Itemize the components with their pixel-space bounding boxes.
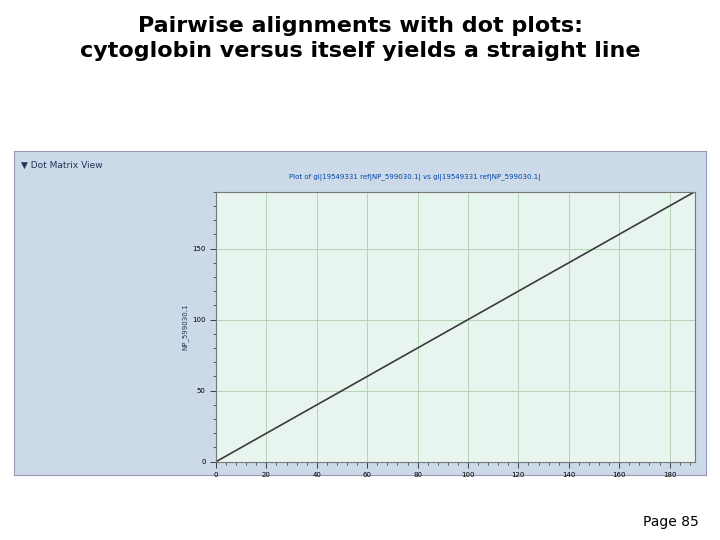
Y-axis label: NP_599030.1: NP_599030.1 xyxy=(181,303,188,350)
Text: Pairwise alignments with dot plots:
cytoglobin versus itself yields a straight l: Pairwise alignments with dot plots: cyto… xyxy=(80,16,640,61)
Text: Plot of gi|19549331 ref|NP_599030.1| vs gi|19549331 ref|NP_599030.1|: Plot of gi|19549331 ref|NP_599030.1| vs … xyxy=(289,174,541,181)
Text: Page 85: Page 85 xyxy=(643,515,698,529)
Text: ▼ Dot Matrix View: ▼ Dot Matrix View xyxy=(22,161,103,170)
